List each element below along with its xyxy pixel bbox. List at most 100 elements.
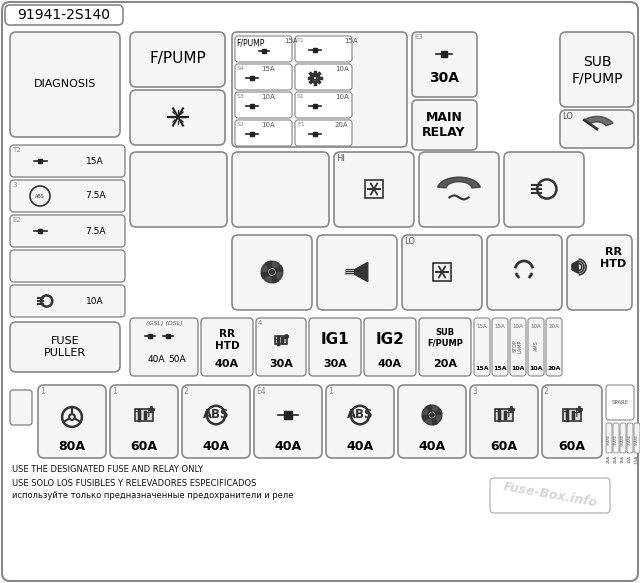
- Text: -: -: [494, 406, 499, 420]
- Text: FUSE
PULLER: FUSE PULLER: [44, 336, 86, 358]
- FancyBboxPatch shape: [567, 235, 632, 310]
- Text: 40A: 40A: [275, 441, 301, 454]
- FancyBboxPatch shape: [130, 32, 225, 87]
- Text: 10A: 10A: [86, 297, 104, 305]
- FancyBboxPatch shape: [620, 423, 626, 453]
- Bar: [313, 132, 315, 136]
- FancyBboxPatch shape: [256, 318, 306, 376]
- Text: 20A: 20A: [614, 455, 618, 463]
- Bar: [38, 159, 40, 163]
- Text: 15A: 15A: [261, 66, 275, 72]
- Bar: [252, 76, 254, 80]
- FancyBboxPatch shape: [613, 423, 619, 453]
- Text: SUB
F/PUMP: SUB F/PUMP: [427, 328, 463, 347]
- Text: 40A: 40A: [148, 356, 166, 364]
- FancyBboxPatch shape: [412, 100, 477, 150]
- Text: E2: E2: [12, 217, 20, 223]
- Text: 30A: 30A: [429, 71, 459, 85]
- Text: 7.5A: 7.5A: [635, 455, 639, 465]
- Text: +: +: [570, 406, 582, 420]
- FancyBboxPatch shape: [606, 423, 612, 453]
- Text: F/PUMP: F/PUMP: [236, 38, 264, 47]
- Polygon shape: [346, 262, 368, 282]
- Bar: [135, 409, 153, 420]
- Text: 3: 3: [472, 387, 477, 396]
- FancyBboxPatch shape: [398, 385, 466, 458]
- FancyBboxPatch shape: [542, 385, 602, 458]
- FancyBboxPatch shape: [10, 285, 125, 317]
- FancyBboxPatch shape: [402, 235, 482, 310]
- FancyBboxPatch shape: [235, 120, 292, 146]
- Text: S3: S3: [237, 94, 245, 99]
- Text: STOP
LAMP: STOP LAMP: [513, 339, 523, 353]
- FancyBboxPatch shape: [254, 385, 322, 458]
- Bar: [250, 76, 252, 80]
- Bar: [316, 48, 317, 52]
- Text: IG2: IG2: [376, 332, 404, 347]
- Circle shape: [269, 269, 275, 275]
- FancyBboxPatch shape: [130, 152, 227, 227]
- Text: 10A: 10A: [335, 94, 349, 100]
- Text: 10A: 10A: [511, 366, 525, 371]
- Text: 10A: 10A: [335, 66, 349, 72]
- Text: 4: 4: [258, 320, 262, 326]
- Text: 10A: 10A: [529, 366, 543, 371]
- Text: 30A: 30A: [323, 359, 347, 369]
- Text: 91941-2S140: 91941-2S140: [17, 8, 111, 22]
- Polygon shape: [266, 261, 283, 272]
- FancyBboxPatch shape: [10, 322, 120, 372]
- Text: 40A: 40A: [215, 359, 239, 369]
- FancyBboxPatch shape: [235, 92, 292, 118]
- Text: RR
HTD: RR HTD: [214, 329, 239, 351]
- FancyBboxPatch shape: [470, 385, 538, 458]
- Text: используйте только предназначенные предохранители и реле: используйте только предназначенные предо…: [12, 491, 294, 500]
- Polygon shape: [433, 409, 442, 425]
- FancyBboxPatch shape: [334, 152, 414, 227]
- Text: USE THE DESIGNATED FUSE AND RELAY ONLY: USE THE DESIGNATED FUSE AND RELAY ONLY: [12, 465, 203, 475]
- Text: HI: HI: [336, 154, 345, 163]
- Bar: [38, 229, 40, 233]
- Text: ABS: ABS: [35, 194, 45, 198]
- FancyBboxPatch shape: [5, 5, 123, 25]
- Bar: [252, 132, 254, 136]
- Bar: [316, 132, 317, 136]
- Text: 2: 2: [544, 387, 548, 396]
- FancyBboxPatch shape: [201, 318, 253, 376]
- Bar: [150, 334, 152, 338]
- Text: F/PUMP: F/PUMP: [150, 51, 206, 66]
- Text: SPARE: SPARE: [635, 433, 639, 445]
- Polygon shape: [438, 177, 481, 188]
- FancyBboxPatch shape: [606, 385, 634, 420]
- FancyBboxPatch shape: [528, 318, 544, 376]
- Polygon shape: [422, 405, 431, 421]
- FancyBboxPatch shape: [504, 152, 584, 227]
- FancyBboxPatch shape: [474, 318, 490, 376]
- Bar: [284, 412, 287, 419]
- Text: E1: E1: [297, 122, 305, 127]
- Text: 30A: 30A: [269, 359, 293, 369]
- Text: 10A: 10A: [628, 455, 632, 463]
- Text: S4: S4: [237, 66, 245, 71]
- Text: 40A: 40A: [419, 441, 445, 454]
- Text: 60A: 60A: [490, 441, 518, 454]
- Text: DIAGNOSIS: DIAGNOSIS: [34, 79, 96, 89]
- Text: 15A: 15A: [86, 156, 104, 166]
- Text: 10A: 10A: [261, 122, 275, 128]
- Text: SPARE: SPARE: [611, 399, 628, 405]
- Polygon shape: [572, 261, 578, 273]
- Bar: [289, 412, 292, 419]
- FancyBboxPatch shape: [10, 32, 120, 137]
- Text: 15A: 15A: [475, 366, 489, 371]
- FancyBboxPatch shape: [364, 318, 416, 376]
- Bar: [168, 334, 170, 338]
- Text: 1: 1: [40, 387, 45, 396]
- Text: MAIN
RELAY: MAIN RELAY: [422, 111, 466, 139]
- FancyBboxPatch shape: [235, 36, 292, 62]
- Text: +: +: [142, 406, 154, 420]
- Text: 15A: 15A: [621, 455, 625, 463]
- Polygon shape: [584, 117, 613, 126]
- Text: 60A: 60A: [559, 441, 586, 454]
- Bar: [250, 132, 252, 136]
- FancyBboxPatch shape: [295, 64, 352, 90]
- FancyBboxPatch shape: [10, 250, 125, 282]
